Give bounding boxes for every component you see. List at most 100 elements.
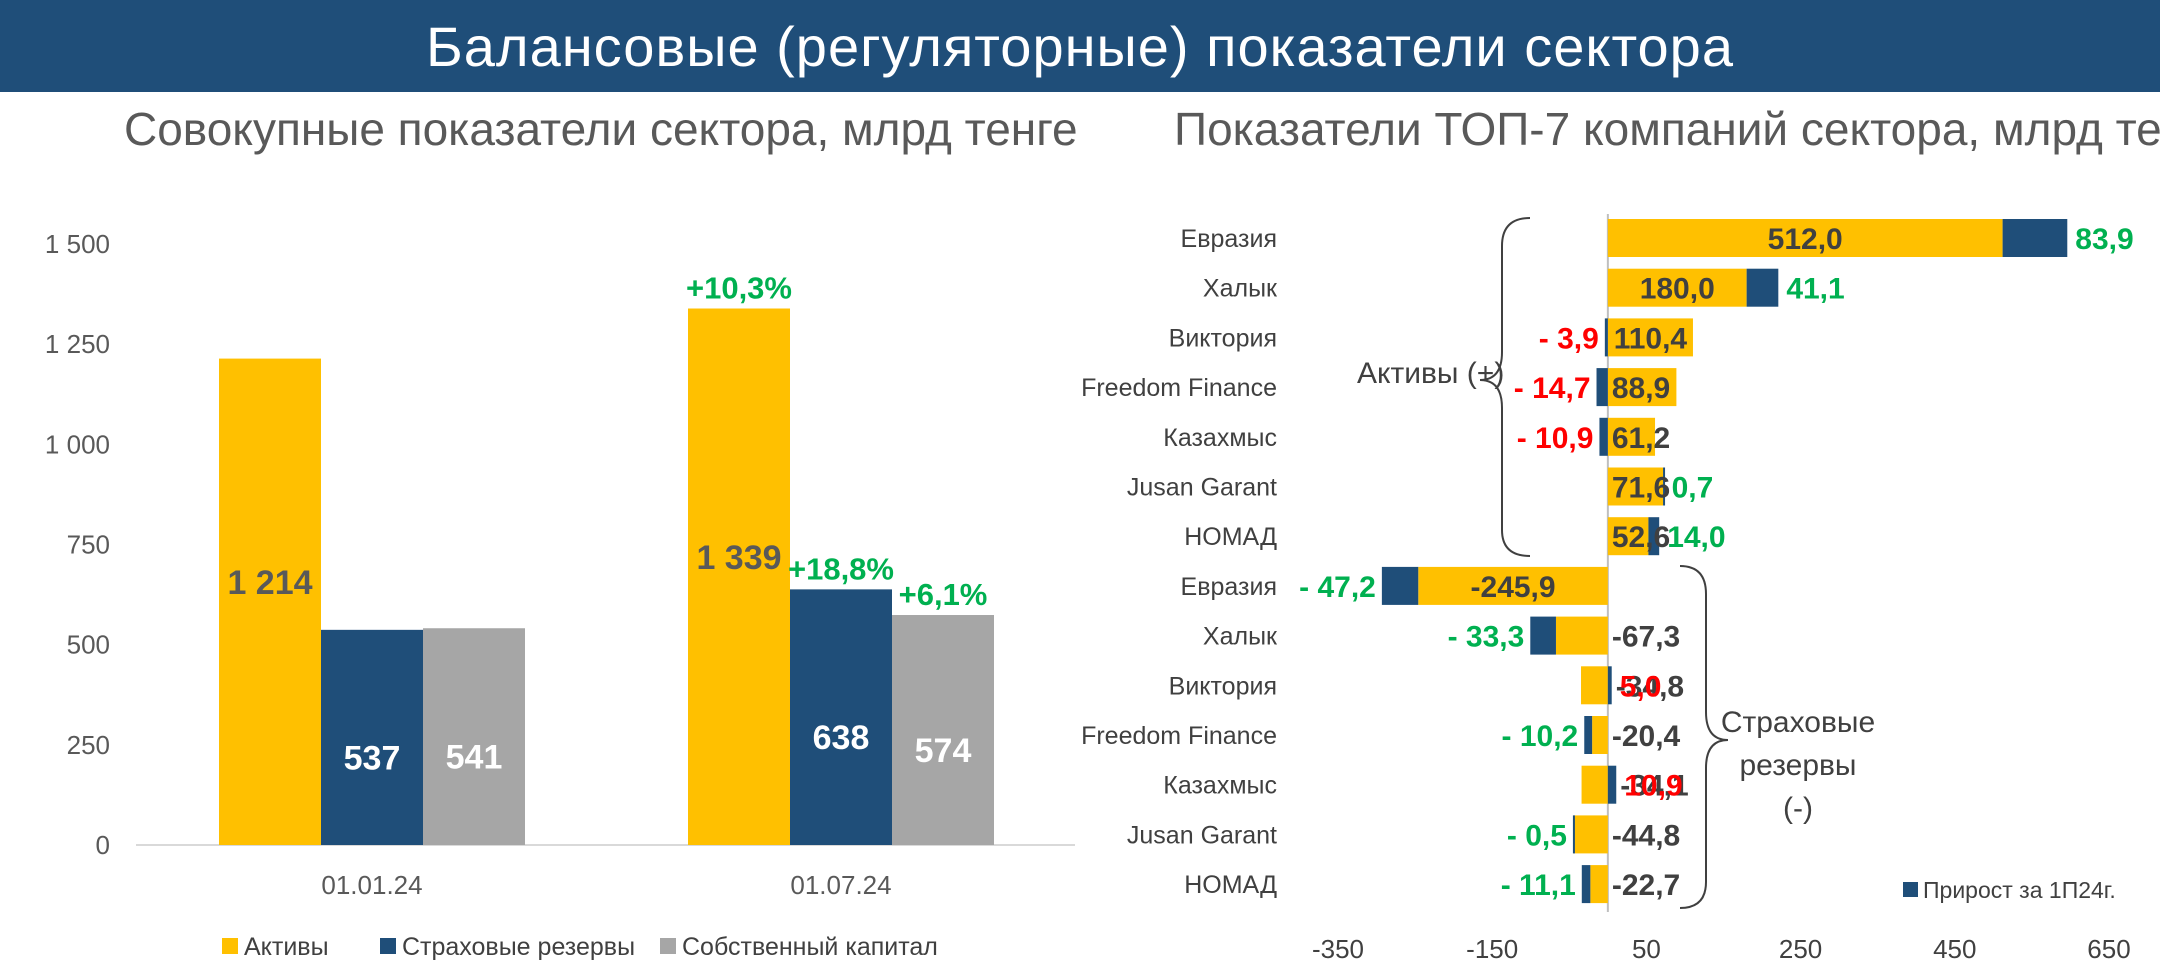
right-chart-title: Показатели ТОП-7 компаний сектора, млрд … bbox=[1174, 103, 2160, 155]
bar-growth bbox=[1604, 318, 1608, 357]
legend-swatch bbox=[660, 938, 676, 954]
bar-growth-label: - 10,9 bbox=[1517, 422, 1594, 455]
bar-base-label: -67,3 bbox=[1612, 621, 1680, 654]
legend-label: Прирост за 1П24г. bbox=[1923, 877, 2116, 903]
bar-growth bbox=[1572, 815, 1575, 854]
x-tick-label: -350 bbox=[1312, 934, 1364, 964]
y-tick-label: 0 bbox=[96, 830, 110, 860]
reserves-brace bbox=[1679, 565, 1729, 909]
y-tick-label: 250 bbox=[67, 730, 110, 760]
bar-value-label: 574 bbox=[915, 732, 972, 770]
group-label-reserves: резервы bbox=[1740, 749, 1857, 782]
category-label: Евразия bbox=[1181, 573, 1277, 601]
category-label: Freedom Finance bbox=[1081, 374, 1277, 402]
growth-label: +6,1% bbox=[899, 577, 988, 612]
bar-base-label: -20,4 bbox=[1612, 720, 1681, 753]
group-label-reserves: (-) bbox=[1783, 792, 1813, 825]
bar-value-label: 537 bbox=[344, 739, 401, 777]
bar-base-label: -34,1 bbox=[1620, 770, 1688, 803]
bar-growth bbox=[1607, 666, 1612, 705]
category-label: НОМАД bbox=[1184, 871, 1277, 899]
bar-base-label: 110,4 bbox=[1614, 322, 1688, 355]
bar-growth-label: 5,0 bbox=[1620, 670, 1662, 703]
bar-base bbox=[1607, 268, 1747, 307]
bar-value-label: 638 bbox=[813, 719, 870, 757]
x-tick-label: 450 bbox=[1933, 934, 1976, 964]
category-label: Jusan Garant bbox=[1127, 821, 1277, 849]
bar-base bbox=[1607, 417, 1656, 456]
bar-growth-label: - 10,2 bbox=[1502, 720, 1579, 753]
bar-growth-label: 14,0 bbox=[1667, 521, 1725, 554]
bar-base-label: 512,0 bbox=[1768, 223, 1843, 256]
bar-growth bbox=[1648, 517, 1660, 556]
category-label: Виктория bbox=[1169, 672, 1277, 700]
bar-growth bbox=[1596, 368, 1608, 407]
bar-base bbox=[1607, 467, 1664, 506]
bar-growth bbox=[1663, 467, 1666, 506]
bar-base bbox=[1607, 368, 1677, 407]
bar bbox=[423, 628, 525, 845]
bar-growth bbox=[2002, 219, 2068, 257]
bar-base bbox=[1418, 566, 1608, 605]
category-label: Jusan Garant bbox=[1127, 474, 1277, 502]
bar-base-label: 52,6 bbox=[1612, 521, 1670, 554]
growth-label: +10,3% bbox=[686, 271, 792, 306]
bar bbox=[321, 629, 423, 845]
assets-brace bbox=[1479, 217, 1531, 557]
legend-swatch bbox=[1903, 882, 1918, 897]
category-label: НОМАД bbox=[1184, 523, 1277, 551]
group-label-reserves: Страховые bbox=[1721, 706, 1875, 739]
bar-growth-label: 41,1 bbox=[1786, 273, 1844, 306]
y-tick-label: 1 500 bbox=[45, 229, 110, 259]
growth-label: +18,8% bbox=[788, 551, 894, 586]
bar-growth-label: - 11,1 bbox=[1501, 869, 1576, 902]
bar-growth-label: - 33,3 bbox=[1448, 621, 1525, 654]
bar-base bbox=[1607, 219, 2003, 257]
x-tick-label: 250 bbox=[1779, 934, 1822, 964]
x-tick-label: -150 bbox=[1466, 934, 1518, 964]
category-label: Казахмыс bbox=[1163, 424, 1277, 452]
bar-base bbox=[1590, 865, 1608, 904]
bar-growth-label: 0,7 bbox=[1672, 472, 1714, 505]
x-tick-label: 01.01.24 bbox=[321, 870, 422, 900]
bar-base-label: 180,0 bbox=[1640, 273, 1715, 306]
x-tick-label: 650 bbox=[2087, 934, 2130, 964]
legend-swatch bbox=[380, 938, 396, 954]
left-chart-title: Совокупные показатели сектора, млрд тенг… bbox=[124, 103, 1078, 155]
bar-base bbox=[1607, 517, 1649, 556]
bar-growth-label: 83,9 bbox=[2075, 223, 2133, 256]
bar-growth bbox=[1381, 566, 1419, 605]
bar bbox=[790, 589, 892, 845]
bar-value-label: 1 339 bbox=[696, 539, 781, 577]
bar-base bbox=[1592, 716, 1608, 754]
legend-label: Собственный капитал bbox=[682, 933, 938, 961]
x-tick-label: 50 bbox=[1632, 934, 1661, 964]
bar-value-label: 541 bbox=[446, 739, 503, 777]
bar-growth bbox=[1530, 616, 1556, 655]
category-label: Виктория bbox=[1169, 324, 1277, 352]
category-label: Евразия bbox=[1181, 225, 1277, 253]
category-label: Freedom Finance bbox=[1081, 722, 1277, 750]
y-tick-label: 1 250 bbox=[45, 329, 110, 359]
bar-growth-label: - 0,5 bbox=[1507, 819, 1567, 852]
x-tick-label: 01.07.24 bbox=[790, 870, 891, 900]
bar-base-label: 88,9 bbox=[1612, 372, 1670, 405]
bar-base-label: -22,7 bbox=[1612, 869, 1680, 902]
y-tick-label: 1 000 bbox=[45, 429, 110, 459]
bar bbox=[688, 308, 790, 845]
bar-base-label: -34,8 bbox=[1616, 670, 1684, 703]
bar-value-label: 1 214 bbox=[227, 564, 312, 602]
y-tick-label: 500 bbox=[67, 630, 110, 660]
page-title: Балансовые (регуляторные) показатели сек… bbox=[0, 0, 2160, 92]
bar-base-label: 71,6 bbox=[1612, 472, 1670, 505]
group-label-assets: Активы (+) bbox=[1357, 357, 1504, 390]
bar-base bbox=[1555, 616, 1608, 655]
bar-growth bbox=[1581, 865, 1591, 904]
category-label: Халык bbox=[1203, 623, 1278, 651]
bar-growth bbox=[1746, 268, 1779, 307]
bar-growth bbox=[1599, 417, 1608, 456]
legend-label: Активы bbox=[244, 933, 329, 961]
bar-base-label: 61,2 bbox=[1612, 422, 1670, 455]
bar-growth-label: 10,9 bbox=[1624, 770, 1682, 803]
